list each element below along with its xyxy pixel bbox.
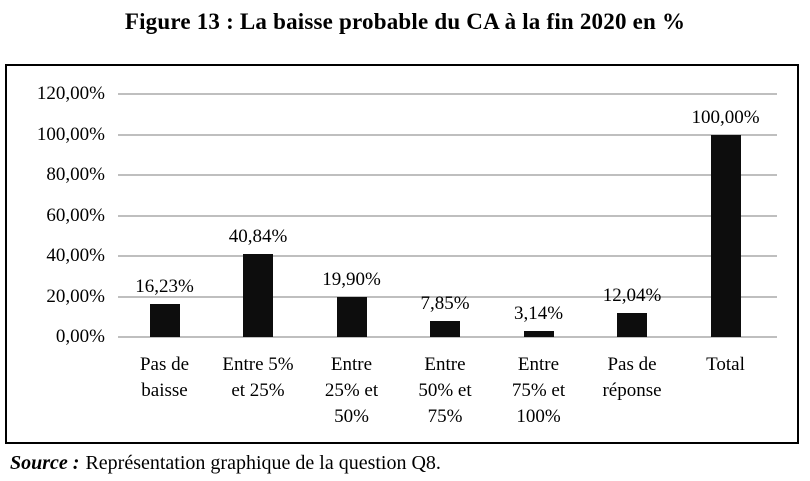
bar-value-label: 16,23% (135, 276, 194, 298)
y-axis-tick-label: 0,00% (55, 326, 105, 347)
gridline-40 (118, 255, 777, 257)
source-note: Source : Représentation graphique de la q… (10, 452, 441, 475)
x-axis-category-label: Total (678, 352, 774, 378)
bar-4 (430, 321, 460, 337)
x-axis-category-line: et 25% (231, 380, 285, 401)
x-axis-category-line: Total (706, 354, 745, 375)
bar-chart-frame: 120,00% 100,00% 80,00% 60,00% 40,00% 20,00% 0,… (5, 64, 799, 444)
x-axis-category-label: Pas de baisse (117, 352, 213, 404)
x-axis-category-line: Pas de (139, 354, 190, 375)
x-axis-category-line: 50% (334, 406, 369, 427)
y-axis-tick-label: 40,00% (46, 245, 105, 266)
bar-6 (617, 312, 647, 337)
y-axis-tick-label: 20,00% (46, 285, 105, 307)
y-axis-tick-label: 60,00% (46, 204, 105, 226)
bar-value-label: 100,00% (691, 106, 760, 128)
x-axis-category-line: réponse (602, 380, 662, 401)
bar-1 (149, 304, 180, 337)
x-axis-category-label: Pas de réponse (584, 352, 680, 404)
x-axis-category-line: Entre (424, 354, 466, 375)
source-text: Représentation graphique de la question … (85, 452, 441, 474)
bar-value-label: 7,85% (420, 293, 470, 315)
bar-value-label: 3,14% (513, 302, 564, 324)
gridline-120 (118, 93, 777, 95)
bar-3 (336, 296, 367, 337)
x-axis-category-line: 25% et (324, 380, 379, 401)
x-axis-category-line: 50% et (418, 380, 472, 401)
gridline-80 (118, 174, 777, 176)
x-axis-category-line: Pas de (607, 354, 657, 375)
y-axis-tick-label: 80,00% (46, 164, 105, 185)
x-axis-category-label: Entre 50% et 75% (397, 352, 493, 430)
x-axis-category-line: 75% et (511, 380, 566, 401)
bar-5 (523, 330, 554, 337)
bar-value-label: 19,90% (322, 268, 381, 290)
x-axis-category-label: Entre 5% et 25% (210, 352, 306, 404)
x-axis-category-line: Entre 5% (222, 354, 294, 375)
gridline-20 (118, 295, 777, 298)
figure-title: Figure 13 : La baisse probable du CA à l… (124, 9, 686, 34)
source-label: Source : (10, 452, 80, 474)
gridline-60 (118, 214, 777, 217)
x-axis-category-line: Entre (517, 354, 560, 375)
bar-value-label: 12,04% (602, 284, 662, 306)
x-axis-category-line: baisse (141, 380, 188, 401)
x-axis-category-line: 100% (516, 406, 561, 427)
gridline-0 (118, 336, 777, 338)
bar-7 (710, 134, 741, 337)
x-axis-category-line: Entre (330, 354, 373, 375)
x-axis-category-label: Entre 25% et 50% (304, 352, 400, 430)
y-axis-tick-label: 100,00% (36, 123, 105, 145)
x-axis-category-line: 75% (427, 406, 463, 427)
gridline-100 (118, 133, 777, 136)
bar-value-label: 40,84% (228, 226, 288, 248)
x-axis-category-label: Entre 75% et 100% (491, 352, 587, 430)
bar-2 (243, 254, 273, 337)
y-axis-tick-label: 120,00% (36, 83, 105, 104)
